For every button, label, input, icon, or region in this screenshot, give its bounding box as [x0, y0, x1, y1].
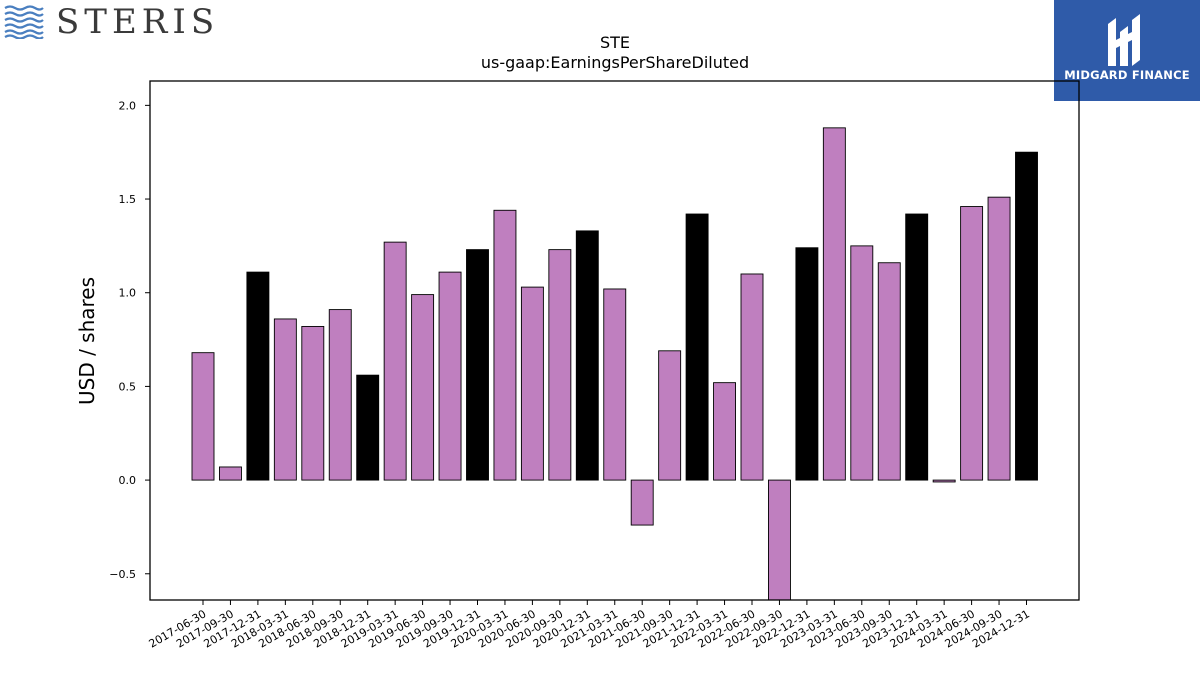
bar-2023-12-31	[905, 213, 929, 481]
y-tick-label: 1.0	[119, 287, 137, 300]
chart-subtitle: us-gaap:EarningsPerShareDiluted	[481, 53, 749, 72]
bar-2020-06-30	[520, 286, 544, 481]
bar-2021-09-30	[658, 350, 682, 481]
bar-2021-06-30	[630, 479, 654, 526]
bar-2018-06-30	[301, 325, 325, 481]
bar-2017-09-30	[218, 466, 242, 481]
waves-icon	[4, 5, 44, 39]
midgard-mark-icon	[1108, 14, 1140, 66]
midgard-finance-logo: MIDGARD FINANCE	[1054, 0, 1200, 101]
bar-2019-06-30	[411, 294, 435, 481]
bar-2021-03-31	[603, 288, 627, 481]
bar-2018-09-30	[328, 309, 352, 481]
chart-title: STE	[600, 33, 630, 52]
bar-2022-06-30	[740, 273, 764, 481]
bar-2024-06-30	[960, 206, 984, 481]
bar-2020-12-31	[575, 230, 599, 481]
bar-2022-03-31	[713, 382, 736, 481]
bar-2024-09-30	[987, 196, 1011, 481]
steris-logo: STERIS	[4, 2, 219, 42]
bar-2019-09-30	[438, 271, 462, 481]
bar-2024-03-31	[932, 479, 956, 483]
y-tick-label: 2.0	[119, 99, 137, 112]
bar-2023-06-30	[850, 245, 874, 481]
bar-2023-03-31	[822, 127, 846, 481]
bar-2022-09-30	[768, 479, 791, 601]
bar-2023-09-30	[877, 262, 901, 481]
bar-2020-09-30	[548, 249, 572, 481]
bar-2017-12-31	[246, 271, 270, 481]
steris-logo-text: STERIS	[56, 2, 220, 42]
bar-2022-12-31	[795, 247, 819, 481]
y-tick-label: −0.5	[109, 568, 136, 581]
x-axis: 2017-06-302017-09-302017-12-312018-03-31…	[147, 600, 1032, 651]
y-tick-label: 0.5	[119, 380, 137, 393]
bar-2021-12-31	[685, 213, 709, 481]
bar-2019-03-31	[383, 241, 407, 481]
y-tick-label: 1.5	[119, 193, 137, 206]
bar-2018-03-31	[273, 318, 297, 481]
y-axis: −0.5 0.0 0.5 1.0 1.5 2.0	[109, 99, 150, 581]
bar-2020-03-31	[493, 209, 517, 481]
y-tick-label: 0.0	[119, 474, 137, 487]
midgard-logo-text: MIDGARD FINANCE	[1064, 68, 1190, 82]
y-axis-title: USD / shares	[75, 277, 99, 405]
plot-frame	[149, 80, 1080, 601]
bar-2024-12-31	[1015, 151, 1038, 481]
bar-2018-12-31	[356, 374, 380, 481]
bar-2017-06-30	[191, 352, 215, 481]
bars-group	[191, 127, 1038, 601]
bar-2019-12-31	[466, 249, 489, 481]
